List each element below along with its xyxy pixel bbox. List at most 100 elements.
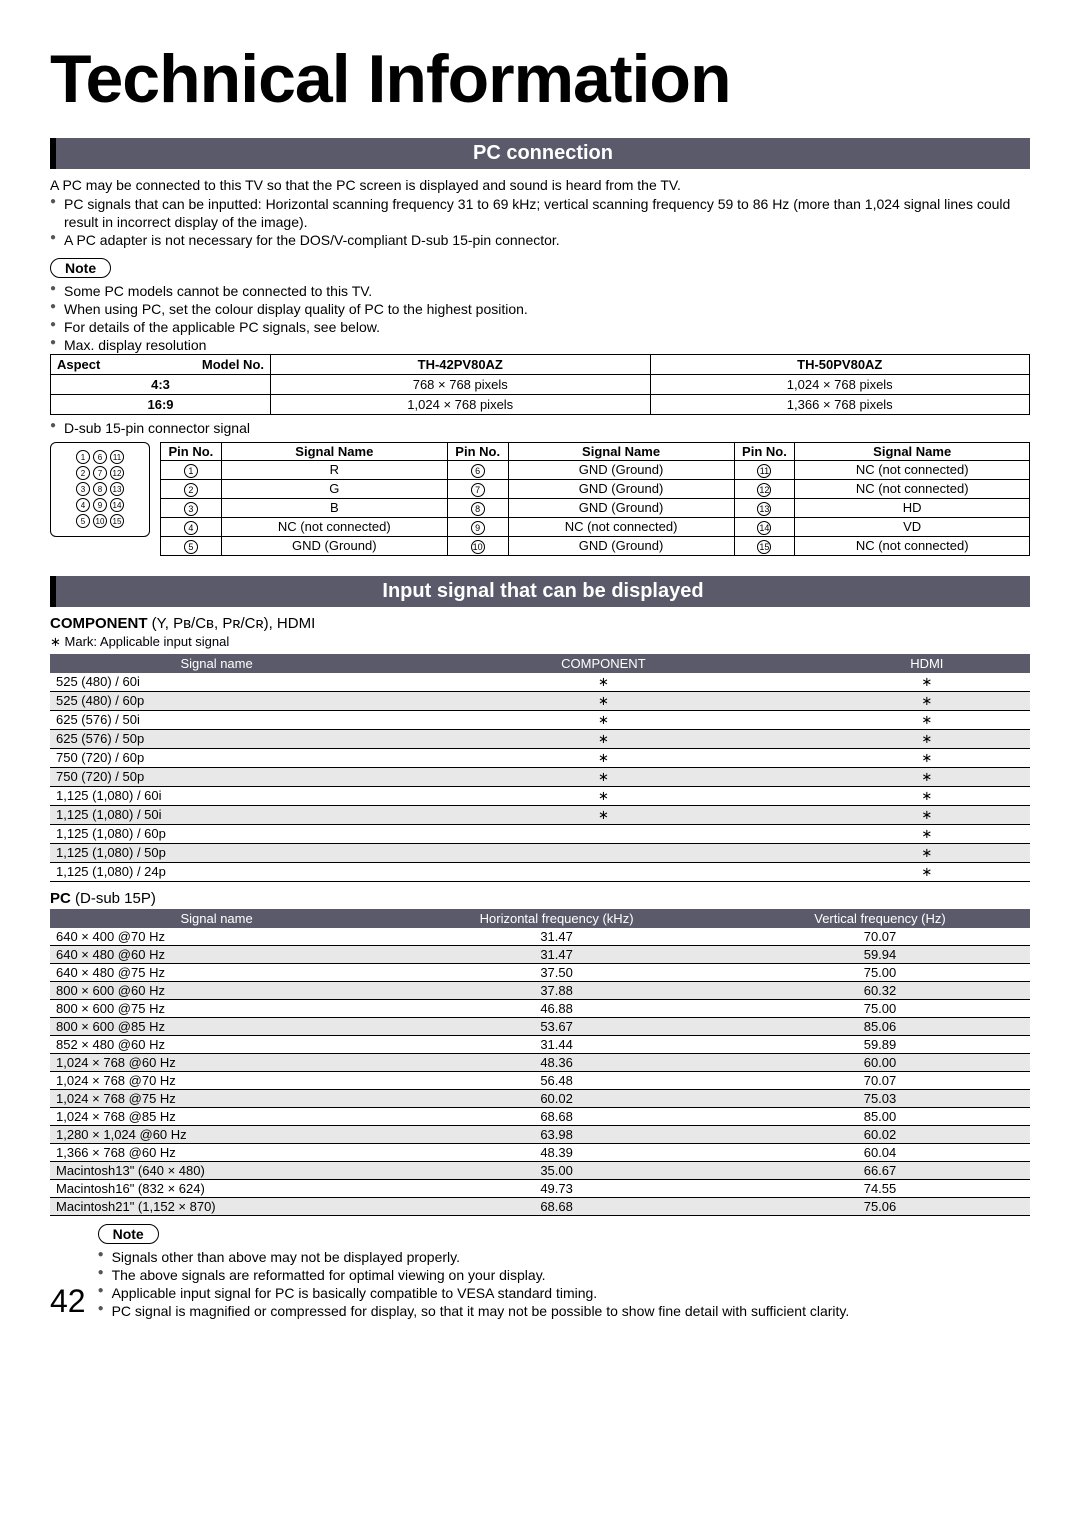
component-cell: ∗: [383, 691, 823, 710]
pin-hdr: Pin No.: [161, 442, 222, 460]
signal-name-cell: 1,024 × 768 @70 Hz: [50, 1071, 383, 1089]
table-row: 525 (480) / 60p∗∗: [50, 691, 1030, 710]
signal-name-cell: 800 × 600 @85 Hz: [50, 1017, 383, 1035]
res-cell: 1,024 × 768 pixels: [271, 395, 651, 415]
table-row: 640 × 480 @75 Hz37.5075.00: [50, 963, 1030, 981]
hdmi-cell: ∗: [824, 767, 1030, 786]
hfreq-cell: 37.50: [383, 963, 730, 981]
vfreq-cell: 60.02: [730, 1125, 1030, 1143]
table-row: 1,125 (1,080) / 60i∗∗: [50, 786, 1030, 805]
vfreq-cell: 74.55: [730, 1179, 1030, 1197]
vfreq-cell: 66.67: [730, 1161, 1030, 1179]
pin-signal-cell: GND (Ground): [508, 460, 734, 479]
res-cell: 768 × 768 pixels: [271, 375, 651, 395]
pc-note: Some PC models cannot be connected to th…: [50, 282, 1030, 300]
vfreq-cell: 59.94: [730, 945, 1030, 963]
signal-name-cell: 1,280 × 1,024 @60 Hz: [50, 1125, 383, 1143]
signal-name-cell: 1,125 (1,080) / 24p: [50, 862, 383, 881]
component-table: Signal name COMPONENT HDMI 525 (480) / 6…: [50, 654, 1030, 882]
component-cell: ∗: [383, 710, 823, 729]
pin-signal-cell: NC (not connected): [795, 479, 1030, 498]
pin-signal-cell: R: [221, 460, 447, 479]
component-cell: ∗: [383, 673, 823, 692]
signal-name-cell: 640 × 480 @75 Hz: [50, 963, 383, 981]
vfreq-cell: 60.00: [730, 1053, 1030, 1071]
table-row: 640 × 400 @70 Hz31.4770.07: [50, 928, 1030, 946]
page-number: 42: [50, 1283, 86, 1320]
hfreq-cell: 31.47: [383, 945, 730, 963]
model2-header: TH-50PV80AZ: [650, 355, 1030, 375]
vfreq-cell: 60.04: [730, 1143, 1030, 1161]
hdmi-cell: ∗: [824, 729, 1030, 748]
component-cell: ∗: [383, 729, 823, 748]
signal-name-cell: Macintosh13" (640 × 480): [50, 1161, 383, 1179]
table-row: 800 × 600 @85 Hz53.6785.06: [50, 1017, 1030, 1035]
pin-signal-cell: VD: [795, 517, 1030, 536]
vfreq-cell: 75.00: [730, 963, 1030, 981]
col-vfreq: Vertical frequency (Hz): [730, 909, 1030, 928]
pin-hdr: Pin No.: [447, 442, 508, 460]
hdmi-cell: ∗: [824, 710, 1030, 729]
hfreq-cell: 48.36: [383, 1053, 730, 1071]
vfreq-cell: 75.03: [730, 1089, 1030, 1107]
signal-name-cell: 525 (480) / 60p: [50, 691, 383, 710]
aspect-cell: 4:3: [51, 375, 271, 395]
pin-signal-cell: HD: [795, 498, 1030, 517]
note-label: Note: [50, 258, 111, 278]
col-hdmi: HDMI: [824, 654, 1030, 673]
vfreq-cell: 75.06: [730, 1197, 1030, 1215]
signal-hdr: Signal Name: [508, 442, 734, 460]
pc-bullets: PC signals that can be inputted: Horizon…: [50, 195, 1030, 250]
note-label: Note: [98, 1224, 159, 1244]
dsub-label-wrap: D-sub 15-pin connector signal: [50, 419, 1030, 437]
hfreq-cell: 46.88: [383, 999, 730, 1017]
aspect-header: Model No. Aspect: [51, 355, 271, 375]
footer-note: Applicable input signal for PC is basica…: [98, 1284, 1030, 1302]
component-cell: [383, 843, 823, 862]
vfreq-cell: 85.06: [730, 1017, 1030, 1035]
hfreq-cell: 49.73: [383, 1179, 730, 1197]
table-row: 1,366 × 768 @60 Hz48.3960.04: [50, 1143, 1030, 1161]
table-row: 625 (576) / 50i∗∗: [50, 710, 1030, 729]
table-row: 525 (480) / 60i∗∗: [50, 673, 1030, 692]
pin-num-cell: 4: [161, 517, 222, 536]
dsub-label: D-sub 15-pin connector signal: [50, 419, 1030, 437]
pin-num-cell: 14: [734, 517, 795, 536]
signal-name-cell: 525 (480) / 60i: [50, 673, 383, 692]
footer-note: Signals other than above may not be disp…: [98, 1248, 1030, 1266]
hdmi-cell: ∗: [824, 748, 1030, 767]
signal-hdr: Signal Name: [221, 442, 447, 460]
component-cell: [383, 862, 823, 881]
footer-note: PC signal is magnified or compressed for…: [98, 1302, 1030, 1320]
pin-num-cell: 9: [447, 517, 508, 536]
table-row: Macintosh13" (640 × 480)35.0066.67: [50, 1161, 1030, 1179]
table-row: 852 × 480 @60 Hz31.4459.89: [50, 1035, 1030, 1053]
hdmi-cell: ∗: [824, 691, 1030, 710]
signal-name-cell: 1,024 × 768 @60 Hz: [50, 1053, 383, 1071]
hdmi-cell: ∗: [824, 862, 1030, 881]
vfreq-cell: 60.32: [730, 981, 1030, 999]
pin-signal-cell: GND (Ground): [508, 536, 734, 555]
table-row: 800 × 600 @60 Hz37.8860.32: [50, 981, 1030, 999]
pin-num-cell: 8: [447, 498, 508, 517]
hfreq-cell: 60.02: [383, 1089, 730, 1107]
pin-signal-cell: NC (not connected): [795, 460, 1030, 479]
pin-signal-cell: GND (Ground): [508, 498, 734, 517]
hfreq-cell: 35.00: [383, 1161, 730, 1179]
table-row: 1,125 (1,080) / 60p∗: [50, 824, 1030, 843]
hdmi-cell: ∗: [824, 843, 1030, 862]
component-cell: ∗: [383, 748, 823, 767]
mark-note: ∗ Mark: Applicable input signal: [50, 634, 1030, 650]
table-row: 800 × 600 @75 Hz46.8875.00: [50, 999, 1030, 1017]
hfreq-cell: 31.44: [383, 1035, 730, 1053]
pin-num-cell: 6: [447, 460, 508, 479]
pin-num-cell: 13: [734, 498, 795, 517]
signal-name-cell: 750 (720) / 60p: [50, 748, 383, 767]
signal-name-cell: 1,125 (1,080) / 60i: [50, 786, 383, 805]
table-row: 1,024 × 768 @85 Hz68.6885.00: [50, 1107, 1030, 1125]
footer-note: The above signals are reformatted for op…: [98, 1266, 1030, 1284]
vfreq-cell: 70.07: [730, 1071, 1030, 1089]
component-title: COMPONENT (Y, Pʙ/Cʙ, Pʀ/Cʀ), HDMI: [50, 615, 1030, 632]
pc-note: When using PC, set the colour display qu…: [50, 300, 1030, 318]
signal-name-cell: Macintosh21" (1,152 × 870): [50, 1197, 383, 1215]
